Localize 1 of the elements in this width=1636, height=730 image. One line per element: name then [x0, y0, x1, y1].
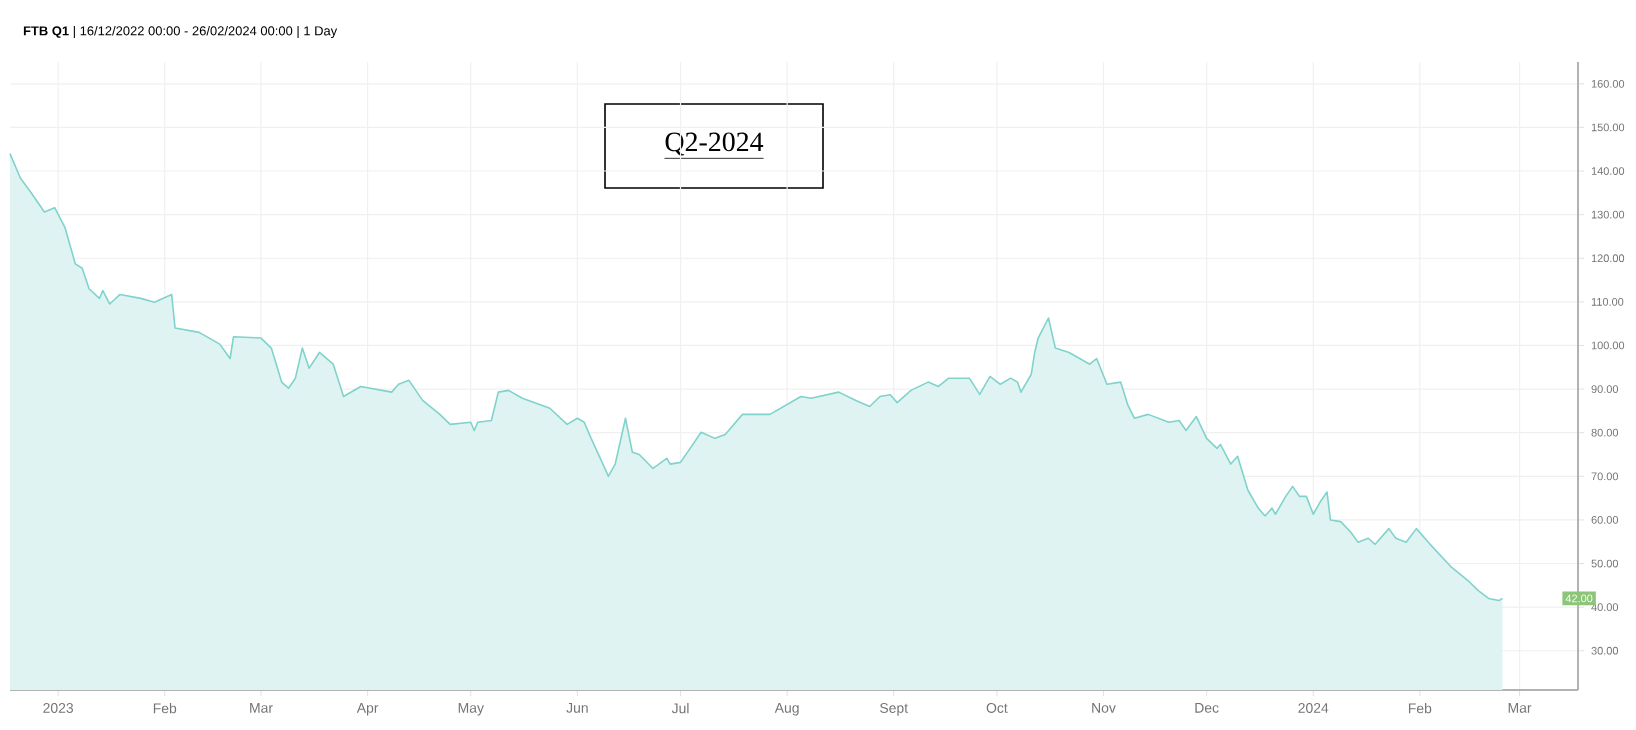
- annotation: Q2-2024: [665, 132, 764, 156]
